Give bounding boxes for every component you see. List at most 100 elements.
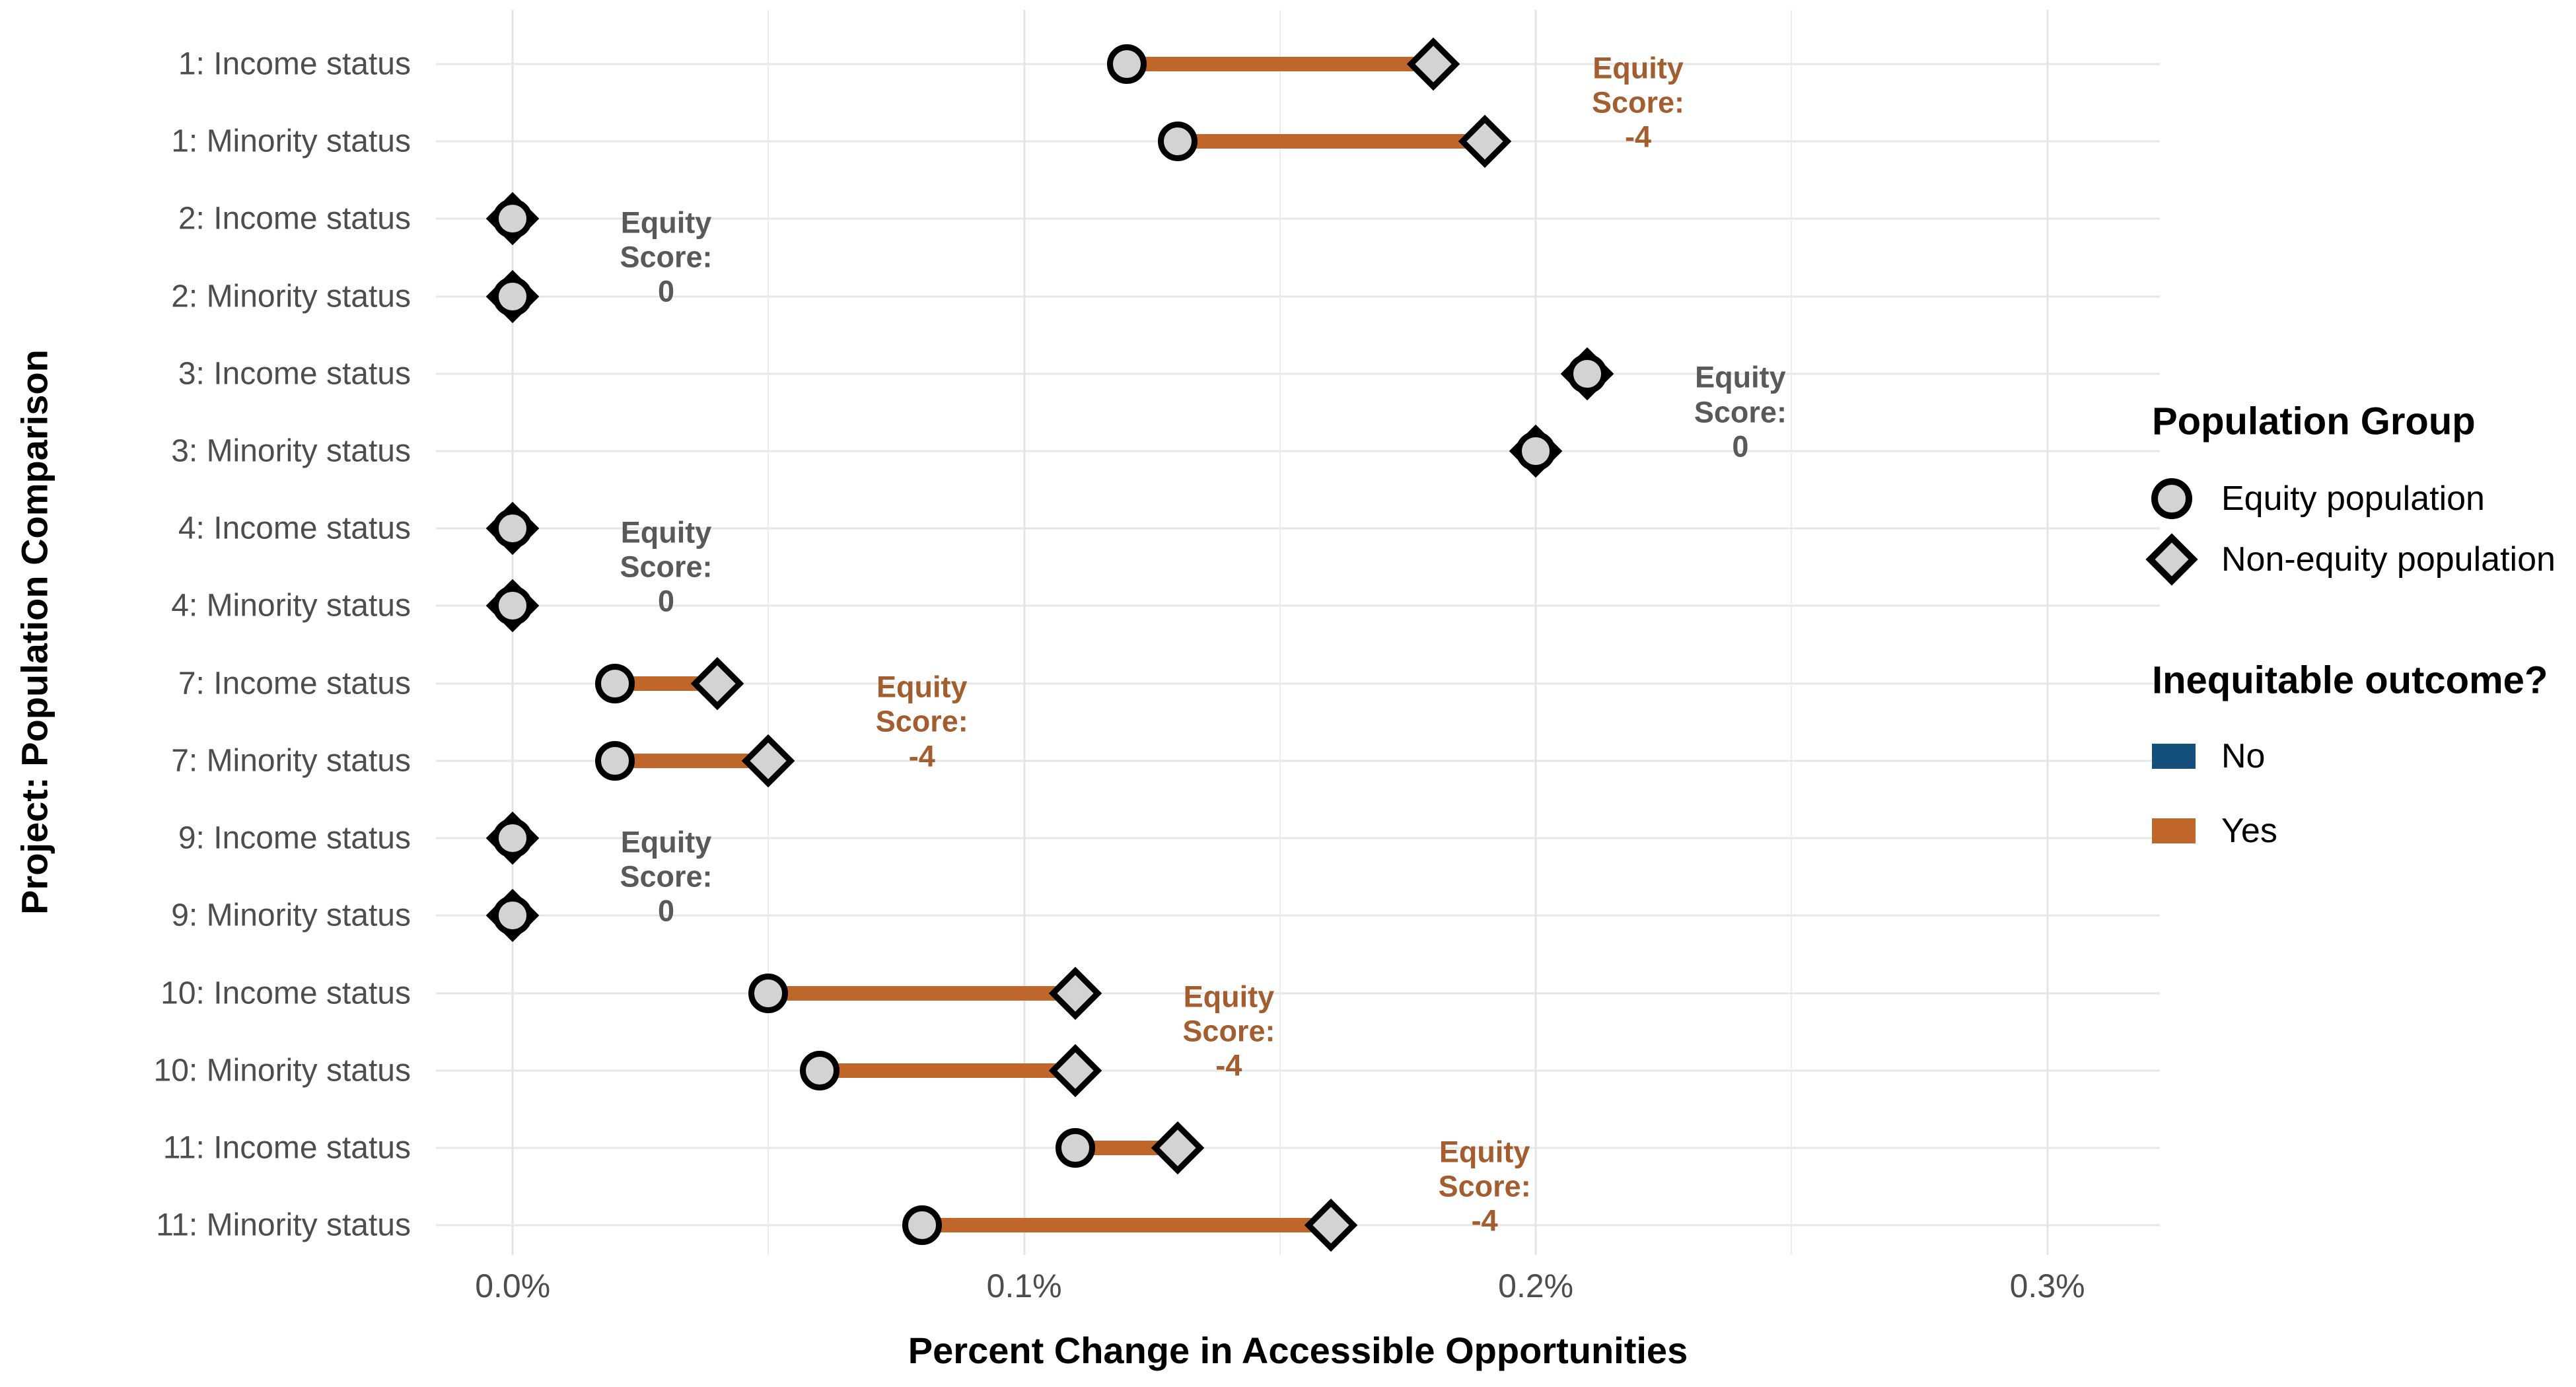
gridline-horizontal: [436, 217, 2160, 220]
y-axis-label: 3: Minority status: [171, 433, 411, 469]
equity-population-marker: [595, 740, 635, 781]
gridline-horizontal: [436, 682, 2160, 685]
non-equity-population-marker: [1151, 1121, 1205, 1175]
equity-population-circle-icon: [2151, 478, 2192, 519]
equity-population-marker: [493, 818, 533, 859]
equity-score-annotation: Equity Score: 0: [1694, 361, 1787, 464]
x-axis-tick-label: 0.3%: [2009, 1267, 2085, 1304]
gridline-horizontal: [436, 914, 2160, 917]
equity-population-marker: [1157, 122, 1198, 162]
equity-population-marker: [1567, 353, 1607, 394]
equity-score-annotation: Equity Score: 0: [620, 825, 713, 928]
gridline-horizontal: [436, 760, 2160, 762]
gridline-horizontal: [436, 527, 2160, 530]
equity-population-marker: [493, 276, 533, 316]
legend-title-population-group: Population Group: [2152, 400, 2476, 443]
dumbbell-segment: [615, 676, 717, 691]
dumbbell-segment: [921, 1218, 1332, 1233]
x-axis-tick-labels: 0.0% 0.1% 0.2% 0.3%: [436, 1267, 2160, 1313]
equity-population-marker: [748, 973, 789, 1013]
legend-item-outcome-no: No: [2152, 730, 2575, 783]
dumbbell-segment: [1177, 134, 1485, 149]
legend-item-label: Non-equity population: [2221, 540, 2556, 579]
legend-item-label: No: [2221, 737, 2266, 775]
x-axis-tick-label: 0.1%: [986, 1267, 1062, 1304]
equity-population-marker: [493, 199, 533, 239]
equity-score-annotation: Equity Score: -4: [1182, 979, 1275, 1083]
equity-population-marker: [902, 1205, 942, 1246]
non-equity-population-marker: [1305, 1198, 1358, 1252]
gridline-vertical-minor: [1791, 10, 1793, 1255]
y-axis-labels: 1: Income status 1: Minority status 2: Inc…: [0, 10, 416, 1255]
x-axis-tick-label: 0.2%: [1498, 1267, 1574, 1304]
legend-item-label: Yes: [2221, 812, 2277, 850]
equity-score-annotation: Equity Score: -4: [1438, 1135, 1531, 1238]
legend-title-inequitable-outcome: Inequitable outcome?: [2152, 658, 2548, 702]
y-axis-label: 1: Minority status: [171, 124, 411, 159]
gridline-vertical-minor: [1279, 10, 1281, 1255]
equity-population-marker: [493, 509, 533, 549]
legend-item-label: Equity population: [2221, 480, 2485, 518]
x-axis-tick-label: 0.0%: [475, 1267, 551, 1304]
dumbbell-segment: [768, 985, 1076, 1001]
dumbbell-segment: [615, 753, 769, 768]
equity-population-marker: [1516, 431, 1556, 472]
x-axis-title: Percent Change in Accessible Opportuniti…: [908, 1330, 1688, 1371]
non-equity-population-marker: [1406, 37, 1460, 91]
equity-population-marker: [799, 1050, 840, 1090]
outcome-yes-swatch: [2152, 818, 2196, 843]
equity-population-marker: [493, 896, 533, 936]
gridline-horizontal: [436, 450, 2160, 452]
y-axis-label: 7: Income status: [178, 666, 411, 701]
y-axis-label: 9: Minority status: [171, 898, 411, 933]
gridline-vertical-major: [1534, 10, 1537, 1255]
legend-item-non-equity-population: Non-equity population: [2145, 533, 2575, 586]
plot-panel: Equity Score: -4 Equity Score: 0 Equity Score: 0…: [436, 10, 2160, 1255]
non-equity-population-marker: [1048, 1044, 1102, 1098]
equity-population-marker: [493, 586, 533, 626]
outcome-no-swatch: [2152, 744, 2196, 769]
gridline-horizontal: [436, 295, 2160, 298]
equity-score-annotation: Equity Score: 0: [620, 205, 713, 309]
y-axis-label: 7: Minority status: [171, 743, 411, 779]
legend: Population Group Equity population Non-e…: [2145, 370, 2575, 898]
equity-population-marker: [1055, 1127, 1096, 1168]
y-axis-label: 4: Income status: [178, 511, 411, 546]
y-axis-label: 10: Income status: [161, 976, 411, 1011]
gridline-horizontal: [436, 604, 2160, 607]
non-equity-population-marker: [690, 657, 744, 710]
gridline-horizontal: [436, 1147, 2160, 1149]
y-axis-label: 3: Income status: [178, 356, 411, 392]
legend-item-equity-population: Equity population: [2151, 472, 2575, 525]
non-equity-population-marker: [1048, 966, 1102, 1020]
dumbbell-segment: [1075, 1140, 1178, 1155]
gridline-vertical-major: [1023, 10, 1026, 1255]
equity-population-marker: [1106, 44, 1147, 84]
equity-score-annotation: Equity Score: -4: [875, 670, 968, 773]
dumbbell-segment: [1126, 56, 1434, 71]
dumbbell-segment: [819, 1063, 1076, 1078]
non-equity-population-marker: [742, 734, 795, 788]
y-axis-label: 2: Minority status: [171, 279, 411, 314]
y-axis-label: 11: Income status: [162, 1130, 411, 1166]
gridline-horizontal: [436, 373, 2160, 375]
gridline-vertical-major: [511, 10, 514, 1255]
equity-score-annotation: Equity Score: -4: [1591, 51, 1685, 154]
legend-item-outcome-yes: Yes: [2152, 804, 2575, 857]
y-axis-label: 10: Minority status: [153, 1053, 411, 1088]
gridline-horizontal: [436, 1069, 2160, 1072]
gridline-horizontal: [436, 992, 2160, 994]
y-axis-label: 1: Income status: [178, 46, 411, 82]
gridline-vertical-major: [2046, 10, 2049, 1255]
y-axis-label: 9: Income status: [178, 820, 411, 856]
y-axis-label: 11: Minority status: [156, 1207, 411, 1243]
y-axis-label: 4: Minority status: [171, 588, 411, 623]
equity-score-annotation: Equity Score: 0: [620, 515, 713, 618]
gridline-vertical-minor: [768, 10, 769, 1255]
y-axis-label: 2: Income status: [178, 201, 411, 236]
equity-population-marker: [595, 663, 635, 703]
gridline-horizontal: [436, 837, 2160, 839]
non-equity-population-marker: [1458, 114, 1511, 168]
non-equity-population-diamond-icon: [2145, 533, 2198, 586]
